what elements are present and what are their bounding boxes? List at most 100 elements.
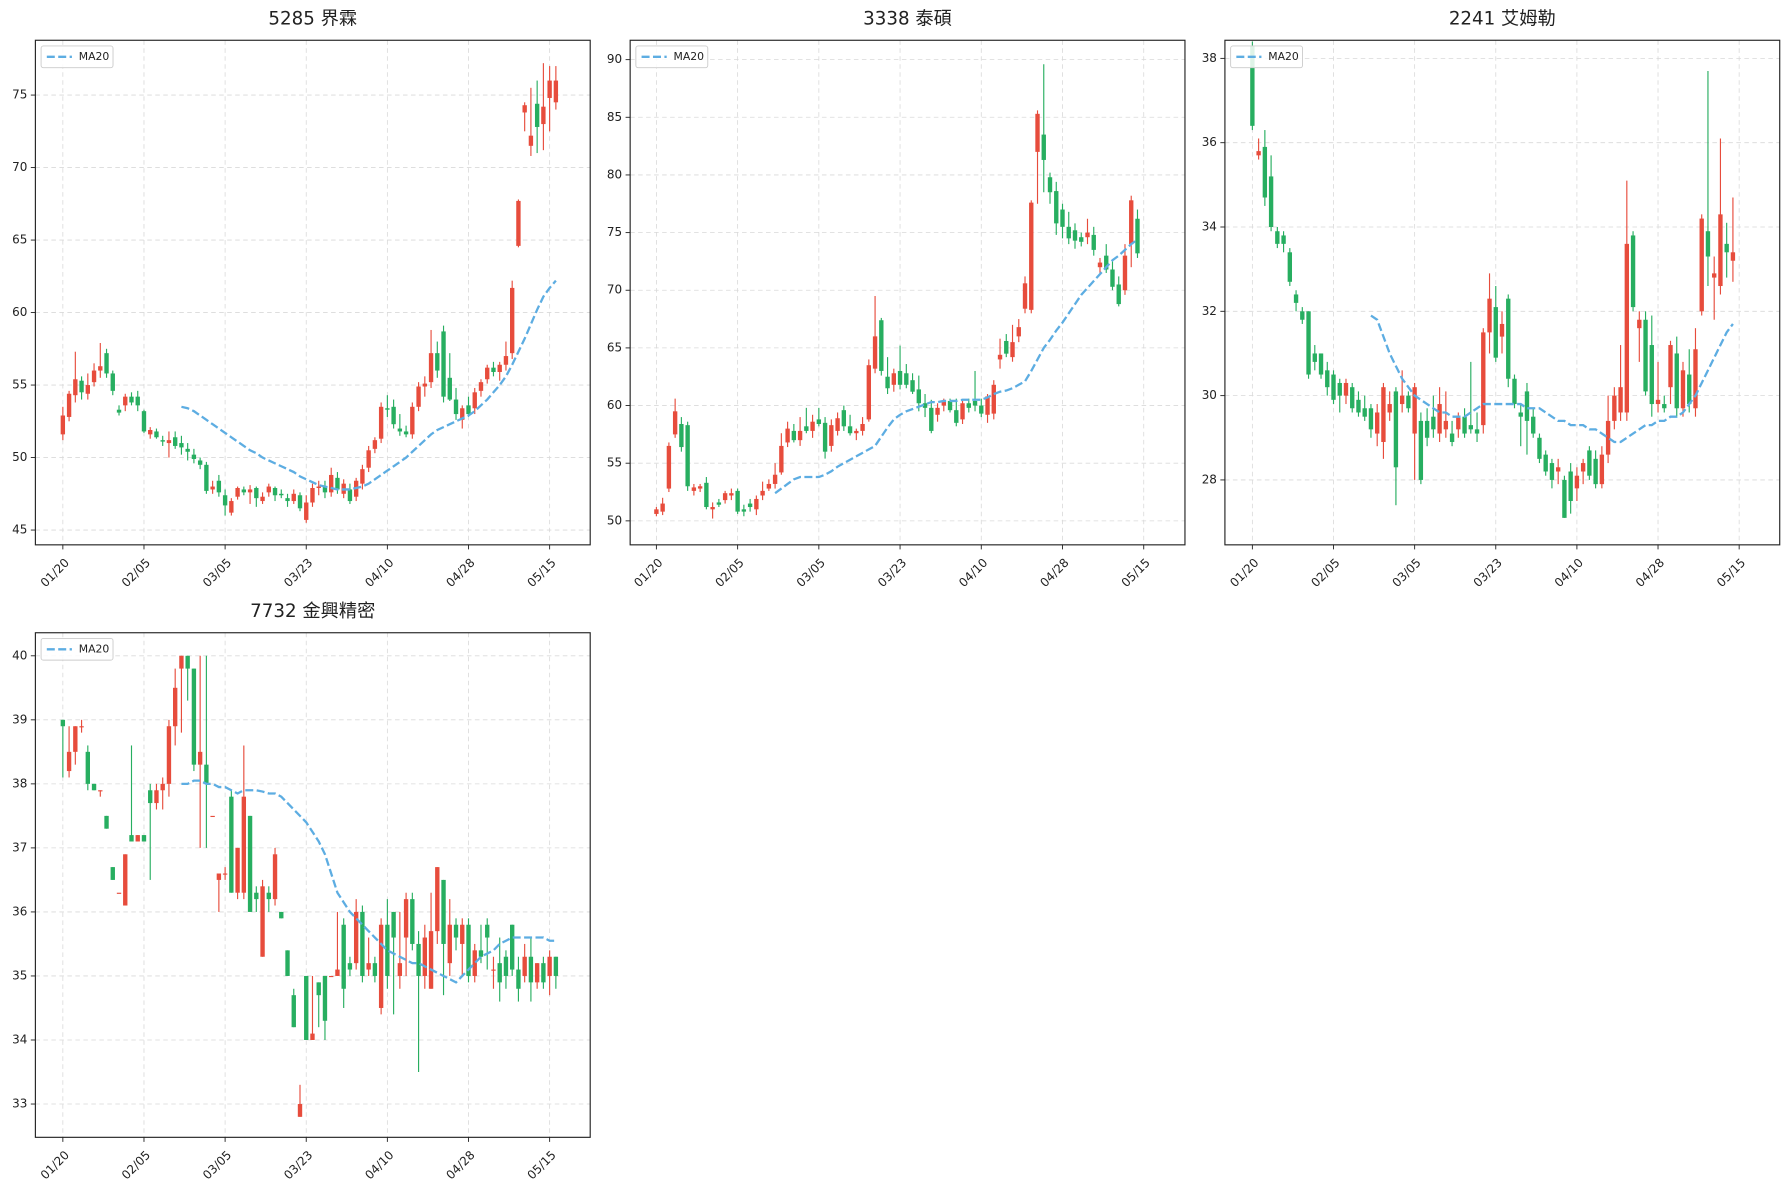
candle-body <box>1624 243 1630 413</box>
candle-body <box>260 886 265 957</box>
candle-body <box>991 384 996 414</box>
chart-title: 7732 金興精密 <box>250 601 375 622</box>
candle-body <box>1518 412 1523 417</box>
candle-body <box>79 380 84 393</box>
candle-body <box>316 486 321 489</box>
candle-body <box>403 431 409 435</box>
legend-label: MA20 <box>79 50 110 63</box>
x-tick-label: 04/10 <box>362 556 396 590</box>
legend-label: MA20 <box>79 642 110 655</box>
candle-body <box>148 790 153 804</box>
candle-body <box>1637 319 1642 329</box>
candle-body <box>60 719 66 727</box>
candle-body <box>1318 353 1324 375</box>
candle-body <box>1712 273 1717 278</box>
candle-body <box>510 924 515 970</box>
candle-body <box>329 474 334 493</box>
candle-body <box>885 376 890 389</box>
candle-body <box>1306 311 1311 375</box>
plot-frame <box>1224 39 1781 546</box>
x-tick-label: 04/28 <box>1633 556 1667 590</box>
candle-body <box>485 924 490 938</box>
candle-body <box>116 409 122 413</box>
candle-body <box>266 486 271 493</box>
candle-body <box>1618 387 1623 413</box>
candle-body <box>1599 454 1605 485</box>
candle-body <box>1135 218 1140 254</box>
candle-body <box>1060 209 1065 227</box>
candle-body <box>1424 420 1430 438</box>
candle-body <box>241 796 247 893</box>
candle-body <box>1406 395 1411 409</box>
candle-body <box>1312 353 1317 362</box>
candle-body <box>660 503 665 512</box>
candle-body <box>322 975 328 1021</box>
candle-body <box>1287 252 1293 282</box>
candle-body <box>235 488 240 497</box>
candle-body <box>160 440 165 442</box>
plot-frame <box>629 39 1186 546</box>
candle-body <box>1493 307 1498 358</box>
candle-body <box>954 410 959 423</box>
candle-body <box>160 783 165 791</box>
candle-body <box>1331 374 1336 400</box>
candle-body <box>366 450 371 468</box>
candle-body <box>679 424 684 448</box>
candle-body <box>1512 378 1517 405</box>
candle-body <box>1381 387 1386 442</box>
candle-body <box>1268 176 1274 228</box>
candle-body <box>222 873 228 875</box>
candle-body <box>1054 191 1059 224</box>
candle-body <box>129 396 134 403</box>
legend-label: MA20 <box>674 50 705 63</box>
candle-body <box>1649 345 1654 405</box>
y-tick-label: 30 <box>1202 388 1217 402</box>
candle-body <box>879 320 884 371</box>
candle-body <box>1375 412 1380 434</box>
candle-body <box>110 373 115 391</box>
x-tick-label: 02/05 <box>119 556 153 590</box>
candle-body <box>272 488 278 496</box>
candle-body <box>441 331 446 397</box>
x-tick-label: 02/05 <box>1308 556 1342 590</box>
candle-body <box>197 751 203 765</box>
candle-body <box>322 486 328 493</box>
y-tick-label: 33 <box>12 1097 27 1111</box>
candle-body <box>960 403 965 420</box>
candle-body <box>428 353 434 383</box>
candle-body <box>422 383 428 387</box>
candle-body <box>410 406 415 435</box>
candle-body <box>210 486 215 490</box>
candle-body <box>291 995 296 1028</box>
candle-body <box>1587 450 1592 476</box>
candle-body <box>541 106 546 125</box>
candle-body <box>466 924 471 976</box>
candle-body <box>1393 391 1399 468</box>
candle-body <box>1499 323 1505 337</box>
candle-body <box>654 509 659 514</box>
candle-body <box>229 796 234 893</box>
candle-body <box>1537 437 1542 459</box>
candle-body <box>760 490 765 496</box>
candle-body <box>466 405 471 415</box>
candle-body <box>1256 151 1261 156</box>
candle-body <box>291 493 296 502</box>
candle-body <box>204 764 209 784</box>
candle-body <box>891 373 896 385</box>
x-tick-label: 03/05 <box>200 1148 234 1182</box>
x-tick-label: 03/23 <box>281 556 315 590</box>
candle-body <box>148 430 153 435</box>
candle-body <box>1605 420 1611 455</box>
candle-body <box>1562 479 1567 518</box>
candle-body <box>254 488 259 499</box>
x-tick-label: 05/15 <box>1119 556 1153 590</box>
candle-body <box>391 911 396 938</box>
candle-body <box>179 443 184 448</box>
candle-body <box>285 950 290 976</box>
legend-box <box>40 637 114 661</box>
y-tick-label: 85 <box>607 110 622 124</box>
candle-body <box>366 963 371 970</box>
candle-body <box>860 424 865 431</box>
candle-body <box>154 790 159 804</box>
